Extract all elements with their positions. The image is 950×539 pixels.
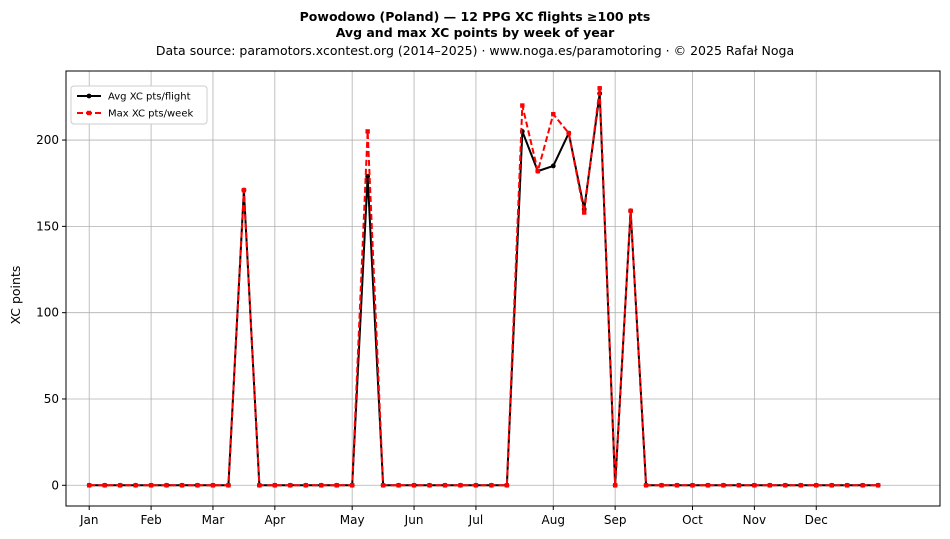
legend-avg-label: Avg XC pts/flight bbox=[108, 92, 191, 103]
data-point bbox=[272, 483, 278, 488]
data-point bbox=[659, 483, 664, 488]
x-tick-label: Mar bbox=[202, 513, 225, 527]
data-point bbox=[226, 483, 231, 488]
data-point bbox=[195, 483, 200, 488]
data-point bbox=[736, 483, 742, 488]
data-point bbox=[133, 483, 138, 488]
y-tick-label: 150 bbox=[36, 219, 59, 233]
x-tick-label: Nov bbox=[743, 513, 766, 527]
data-point bbox=[875, 483, 881, 488]
data-point bbox=[442, 483, 448, 488]
y-tick-label: 50 bbox=[44, 392, 59, 406]
data-point bbox=[860, 483, 865, 488]
data-point bbox=[257, 483, 262, 488]
data-point bbox=[458, 483, 463, 488]
y-tick-label: 0 bbox=[51, 478, 59, 492]
x-tick-label: Apr bbox=[264, 513, 285, 527]
data-point bbox=[319, 483, 324, 488]
legend-max-marker bbox=[86, 110, 92, 116]
axes: Jan Feb Mar Apr May Jun Jul Aug Sep Oct Nov Dec 0 50 1… bbox=[36, 70, 941, 527]
data-point bbox=[520, 103, 525, 108]
data-point bbox=[705, 483, 711, 488]
x-tick-label: Jul bbox=[468, 513, 483, 527]
x-tick-label: Sep bbox=[604, 513, 627, 527]
data-point bbox=[303, 483, 308, 488]
grid bbox=[66, 71, 940, 506]
data-point bbox=[210, 483, 216, 488]
data-point bbox=[102, 483, 107, 488]
data-point bbox=[783, 483, 788, 488]
data-point bbox=[164, 483, 169, 488]
data-point bbox=[473, 483, 479, 488]
data-point bbox=[829, 483, 834, 488]
data-point bbox=[798, 483, 803, 488]
data-point bbox=[411, 483, 417, 488]
data-point bbox=[380, 483, 386, 488]
data-point bbox=[721, 483, 726, 488]
data-point bbox=[241, 187, 247, 193]
data-point bbox=[396, 483, 401, 488]
x-tick-label: Dec bbox=[805, 513, 828, 527]
data-point bbox=[535, 168, 541, 174]
data-point bbox=[582, 210, 587, 215]
data-point bbox=[365, 173, 371, 179]
data-point bbox=[674, 483, 680, 488]
data-point bbox=[628, 208, 633, 214]
data-point bbox=[551, 111, 556, 117]
x-tick-label: Feb bbox=[140, 513, 161, 527]
data-point bbox=[365, 129, 370, 134]
data-point bbox=[427, 483, 432, 488]
y-tick-label: 200 bbox=[36, 133, 59, 147]
data-point bbox=[334, 483, 339, 488]
chart-source: Data source: paramotors.xcontest.org (20… bbox=[156, 43, 794, 58]
data-point bbox=[752, 483, 757, 488]
data-point bbox=[690, 483, 695, 488]
data-point bbox=[643, 483, 649, 488]
legend-avg-marker bbox=[86, 93, 92, 99]
data-point bbox=[767, 483, 773, 488]
data-point bbox=[844, 483, 850, 488]
y-tick-label: 100 bbox=[36, 306, 59, 320]
data-point bbox=[117, 483, 123, 488]
x-tick-label: Jan bbox=[79, 513, 99, 527]
data-point bbox=[814, 483, 819, 488]
x-tick-label: Oct bbox=[682, 513, 703, 527]
series-line-1 bbox=[89, 87, 879, 487]
chart-title: Powodowo (Poland) — 12 PPG XC flights ≥1… bbox=[300, 9, 651, 24]
y-axis-label: XC points bbox=[8, 266, 23, 325]
data-point bbox=[504, 483, 510, 488]
data-point bbox=[612, 483, 618, 488]
legend-frame bbox=[70, 85, 208, 125]
legend: Avg XC pts/flight Max XC pts/week bbox=[70, 85, 208, 125]
x-tick-label: May bbox=[340, 513, 365, 527]
data-point bbox=[566, 130, 571, 136]
data-point bbox=[179, 483, 185, 488]
x-tick-label: Jun bbox=[404, 513, 424, 527]
data-point bbox=[148, 483, 154, 488]
series-layer bbox=[86, 86, 881, 488]
chart-subtitle: Avg and max XC points by week of year bbox=[336, 25, 615, 40]
data-point bbox=[597, 86, 602, 91]
data-point bbox=[349, 483, 355, 488]
data-point bbox=[288, 483, 293, 488]
legend-max-label: Max XC pts/week bbox=[108, 109, 193, 120]
data-point bbox=[489, 483, 494, 488]
plot-frame bbox=[65, 70, 941, 507]
x-tick-label: Aug bbox=[542, 513, 565, 527]
series-line-0 bbox=[89, 92, 879, 487]
data-point bbox=[550, 163, 556, 169]
data-point bbox=[87, 483, 92, 488]
